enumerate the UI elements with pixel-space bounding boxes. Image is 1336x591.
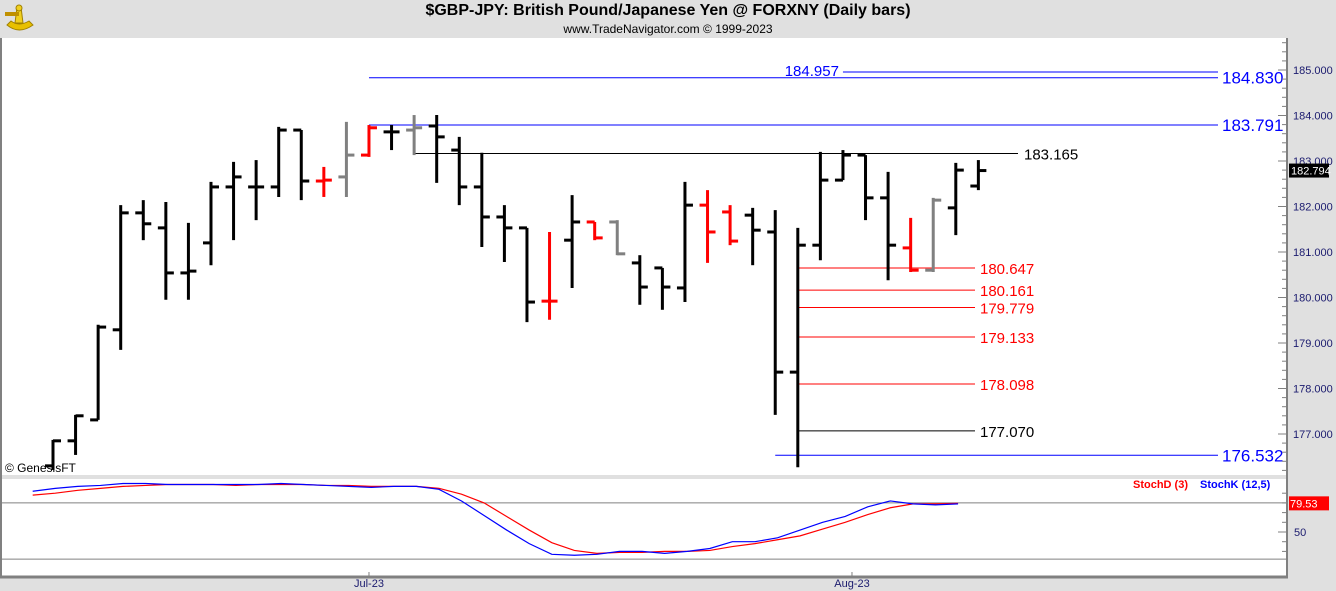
level-label: 184.957 xyxy=(785,63,839,80)
ohlc-bar xyxy=(135,200,152,241)
ohlc-bar xyxy=(157,201,174,300)
ohlc-bar xyxy=(699,190,716,263)
level-label: 176.532 xyxy=(1222,446,1283,465)
level-label: 183.791 xyxy=(1222,116,1283,135)
ohlc-bar xyxy=(360,125,377,157)
ohlc-bar xyxy=(947,162,964,236)
ohlc-bar xyxy=(338,121,355,197)
stoch-tick-label: 50 xyxy=(1294,527,1306,539)
ohlc-bar xyxy=(722,205,739,246)
level-label: 179.779 xyxy=(980,301,1034,318)
ohlc-bar xyxy=(676,181,693,303)
y-tick-label: 182.000 xyxy=(1293,202,1333,214)
ohlc-bar xyxy=(767,210,784,415)
last-price-badge xyxy=(1289,163,1329,178)
ohlc-bar xyxy=(834,150,851,182)
level-label: 183.165 xyxy=(1024,146,1078,163)
level-label: 180.161 xyxy=(980,283,1034,300)
y-tick-label: 177.000 xyxy=(1293,429,1333,441)
watermark: © GenesisFT xyxy=(5,461,77,475)
y-tick-label: 179.000 xyxy=(1293,338,1333,350)
ohlc-bar xyxy=(902,217,919,273)
ohlc-bar xyxy=(518,226,535,323)
ohlc-bar xyxy=(496,205,513,263)
ohlc-bar xyxy=(270,126,287,197)
level-label: 178.098 xyxy=(980,377,1034,394)
level-label: 177.070 xyxy=(980,424,1034,441)
ohlc-bar xyxy=(383,125,400,151)
chart-subtitle: www.TradeNavigator.com © 1999-2023 xyxy=(563,22,773,36)
ohlc-bar xyxy=(248,160,265,221)
legend-stochd: StochD (3) xyxy=(1133,479,1188,491)
level-label: 184.830 xyxy=(1222,69,1283,88)
level-label: 180.647 xyxy=(980,261,1034,278)
ohlc-bar xyxy=(473,152,490,247)
chart-header: $GBP-JPY: British Pound/Japanese Yen @ F… xyxy=(0,0,1336,37)
ohlc-bar xyxy=(857,153,874,221)
y-tick-label: 180.000 xyxy=(1293,293,1333,305)
ohlc-bar xyxy=(428,115,445,183)
x-tick-label: Aug-23 xyxy=(834,578,869,590)
chart-title: $GBP-JPY: British Pound/Japanese Yen @ F… xyxy=(425,2,911,19)
ohlc-bar xyxy=(609,220,626,256)
ohlc-bar xyxy=(180,222,197,300)
ohlc-bar xyxy=(315,166,332,197)
price-panel xyxy=(1,38,1287,475)
ohlc-bar xyxy=(225,161,242,241)
ohlc-bar xyxy=(541,231,558,320)
x-tick-label: Jul-23 xyxy=(354,578,384,590)
ohlc-bar xyxy=(744,207,761,266)
ohlc-bar xyxy=(925,197,942,273)
ohlc-bar xyxy=(45,439,61,470)
ohlc-bar xyxy=(654,266,671,310)
stoch-last-label: 79.53 xyxy=(1290,498,1318,510)
stoch-last-badge xyxy=(1289,496,1329,511)
ohlc-bar xyxy=(451,136,468,206)
stochk-line xyxy=(32,482,959,556)
ohlc-bar xyxy=(67,414,84,455)
ohlc-bar xyxy=(812,151,829,261)
y-tick-label: 178.000 xyxy=(1293,384,1333,396)
ohlc-bar xyxy=(586,220,603,241)
ohlc-bar xyxy=(789,227,806,468)
legend-stochk: StochK (12,5) xyxy=(1200,479,1271,491)
sextant-logo-icon xyxy=(5,4,34,31)
y-tick-label: 185.000 xyxy=(1293,65,1333,77)
ohlc-bar xyxy=(970,160,987,191)
stoch-panel xyxy=(1,479,1287,576)
ohlc-bar xyxy=(564,195,581,288)
ohlc-bar xyxy=(880,171,897,281)
ohlc-bar xyxy=(112,205,129,350)
last-price-label: 182.794 xyxy=(1291,166,1331,178)
ohlc-bar xyxy=(202,181,219,266)
y-tick-label: 181.000 xyxy=(1293,247,1333,259)
y-tick-label: 184.000 xyxy=(1293,111,1333,123)
ohlc-bar xyxy=(406,115,423,156)
ohlc-bar xyxy=(631,255,648,305)
ohlc-bar xyxy=(90,324,107,422)
level-label: 179.133 xyxy=(980,330,1034,347)
ohlc-bar xyxy=(293,128,310,201)
